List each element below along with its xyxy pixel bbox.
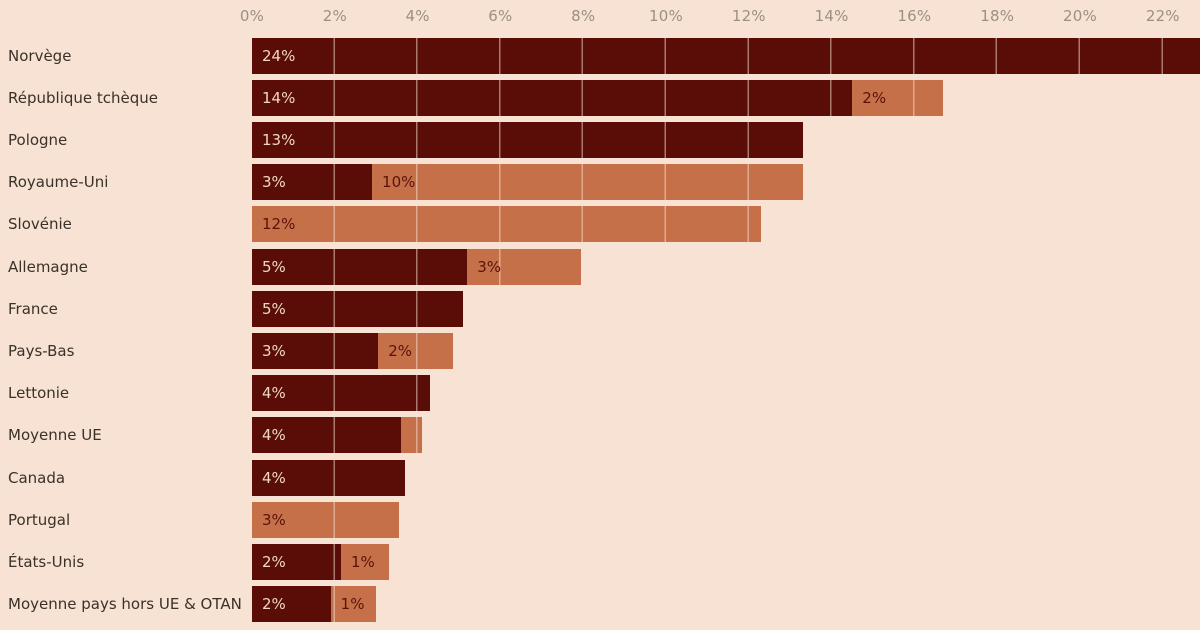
bar-segment-terracotta: 1% [341,543,389,580]
chart-row: Lettonie 4% [0,375,1200,412]
category-label: Canada [8,468,66,487]
axis-tick-label: 14% [814,7,849,25]
category-label: Pays-Bas [8,341,75,360]
category-label: Pologne [8,130,68,149]
stacked-bar: 3% [252,501,399,538]
category-label: Norvège [8,46,72,65]
chart-row: Pays-Bas 3% 2% [0,332,1200,369]
stacked-bar: 2% 1% [252,543,389,580]
bar-value-label: 14% [262,88,296,107]
bar-value-label: 3% [262,173,286,192]
bar-value-label: 4% [262,384,286,403]
bar-segment-terracotta: 2% [852,79,944,116]
stacked-bar: 3% 2% [252,332,453,369]
stacked-bar: 5% 3% [252,248,582,285]
bar-value-label: 2% [262,595,286,614]
bar-value-label: 10% [382,173,416,192]
bar-segment-terracotta: 2% [378,332,453,369]
chart-row: République tchèque 14% 2% [0,79,1200,116]
bar-value-label: 4% [262,468,286,487]
category-label: Moyenne UE [8,426,102,445]
chart-row: France 5% [0,290,1200,327]
chart-row: Moyenne UE 4% [0,417,1200,454]
chart-row: Moyenne pays hors UE & OTAN 2% 1% [0,586,1200,623]
category-label: Portugal [8,510,71,529]
bar-value-label: 13% [262,130,296,149]
axis-tick-label: 12% [731,7,766,25]
bar-segment-dark_red: 4% [252,417,402,454]
chart-row: Allemagne 5% 3% [0,248,1200,285]
bar-value-label: 12% [262,215,296,234]
category-label: États-Unis [8,552,85,571]
bar-segment-dark_red: 13% [252,121,803,158]
bar-segment-dark_red: 24% [252,37,1200,74]
bar-segment-dark_red: 5% [252,290,464,327]
chart-row: Slovénie 12% [0,206,1200,243]
bar-value-label: 4% [262,426,286,445]
category-label: Royaume-Uni [8,173,109,192]
category-label: République tchèque [8,88,159,107]
axis-tick-label: 10% [649,7,683,25]
bar-value-label: 24% [262,46,296,65]
bar-segment-terracotta: 12% [252,206,762,243]
chart-row: Pologne 13% [0,121,1200,158]
stacked-bar: 24% [252,37,1200,74]
category-label: France [8,299,58,318]
bar-segment-terracotta: 1% [330,586,377,623]
axis-tick-label: 20% [1063,7,1097,25]
bar-segment-dark_red: 3% [252,164,373,201]
bar-value-label: 2% [388,341,413,360]
bar-segment-dark_red: 3% [252,332,379,369]
axis-tick-label: 16% [897,7,932,25]
bar-value-label: 5% [262,257,286,276]
stacked-bar: 2% 1% [252,586,377,623]
chart-row: Canada 4% [0,459,1200,496]
axis-tick-label: 8% [571,7,596,25]
axis-tick-label: 18% [980,7,1015,25]
chart-row: Portugal 3% [0,501,1200,538]
axis-tick-label: 6% [488,7,513,25]
stacked-bar: 4% [252,375,431,412]
bar-value-label: 3% [262,510,286,529]
bar-segment-dark_red: 2% [252,586,331,623]
chart-row: Norvège 24% [0,37,1200,74]
bar-value-label: 2% [262,552,286,571]
bar-value-label: 2% [862,88,887,107]
bar-value-label: 1% [340,595,365,614]
bar-segment-dark_red: 2% [252,543,341,580]
bar-segment-dark_red: 14% [252,79,853,116]
bar-segment-terracotta [401,417,422,454]
bar-segment-dark_red: 4% [252,375,431,412]
bar-value-label: 3% [262,341,286,360]
bar-segment-terracotta: 10% [372,164,803,201]
category-label: Lettonie [8,384,70,403]
bar-segment-dark_red: 5% [252,248,468,285]
stacked-bar: 3% 10% [252,164,803,201]
bar-segment-terracotta: 3% [467,248,582,285]
bar-value-label: 3% [477,257,502,276]
bar-segment-terracotta: 3% [252,501,399,538]
chart-row: États-Unis 2% 1% [0,543,1200,580]
stacked-bar: 13% [252,121,803,158]
stacked-bar: 5% [252,290,464,327]
axis-tick-label: 22% [1145,7,1180,25]
stacked-bar: 4% [252,459,406,496]
stacked-bar: 12% [252,206,762,243]
bar-value-label: 1% [351,552,375,571]
bar-segment-dark_red: 4% [252,459,406,496]
category-label: Allemagne [8,257,88,276]
axis-tick-label: 0% [239,7,265,25]
stacked-bar: 14% 2% [252,79,944,116]
axis-tick-label: 4% [405,7,430,25]
axis-tick-label: 2% [322,7,347,25]
bar-value-label: 5% [262,299,286,318]
category-label: Slovénie [8,215,72,234]
category-label: Moyenne pays hors UE & OTAN [8,595,242,614]
chart-row: Royaume-Uni 3% 10% [0,164,1200,201]
stacked-bar: 4% [252,417,422,454]
